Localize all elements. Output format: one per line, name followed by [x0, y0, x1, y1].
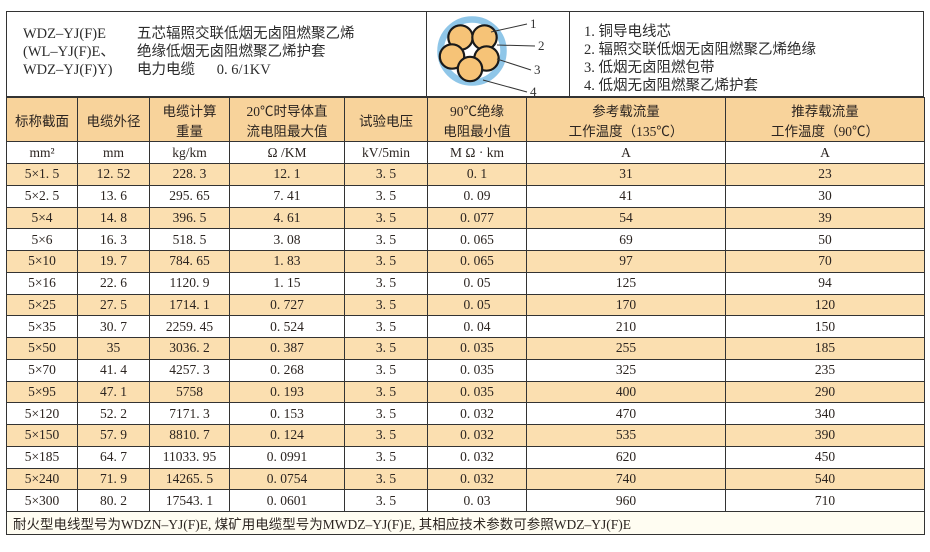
svg-text:4: 4: [530, 84, 537, 98]
svg-text:3: 3: [534, 62, 541, 77]
svg-text:2: 2: [538, 38, 545, 53]
svg-text:1: 1: [530, 16, 537, 31]
